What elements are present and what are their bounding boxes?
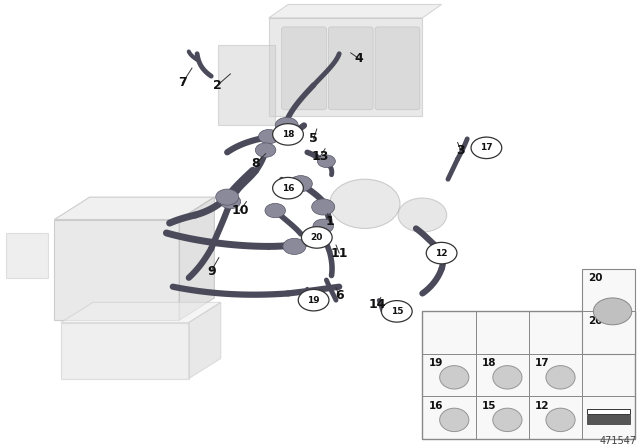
Text: 14: 14 <box>369 298 387 311</box>
Circle shape <box>220 194 241 209</box>
Circle shape <box>298 289 329 311</box>
Circle shape <box>301 227 332 248</box>
Text: 3: 3 <box>456 143 465 157</box>
Circle shape <box>275 117 298 134</box>
Text: 471547: 471547 <box>600 436 637 446</box>
Text: 16: 16 <box>429 401 444 411</box>
Ellipse shape <box>493 408 522 431</box>
Circle shape <box>216 189 239 205</box>
Circle shape <box>273 177 303 199</box>
Ellipse shape <box>546 408 575 431</box>
Text: 8: 8 <box>252 157 260 170</box>
Circle shape <box>426 242 457 264</box>
Text: 7: 7 <box>178 76 187 90</box>
Ellipse shape <box>493 366 522 389</box>
Bar <box>422 311 635 439</box>
Text: 18: 18 <box>282 130 294 139</box>
Ellipse shape <box>440 408 469 431</box>
Text: 15: 15 <box>482 401 497 411</box>
Circle shape <box>259 129 279 144</box>
Text: 11: 11 <box>330 246 348 260</box>
Polygon shape <box>61 323 189 379</box>
Text: 4: 4 <box>354 52 363 65</box>
Polygon shape <box>189 302 221 379</box>
Polygon shape <box>269 4 442 18</box>
Text: 18: 18 <box>482 358 497 368</box>
Text: 12: 12 <box>435 249 448 258</box>
Text: 12: 12 <box>535 401 550 411</box>
Text: 13: 13 <box>311 150 329 164</box>
Circle shape <box>381 301 412 322</box>
Polygon shape <box>587 415 630 424</box>
Circle shape <box>313 219 333 233</box>
FancyBboxPatch shape <box>328 27 373 110</box>
Circle shape <box>265 203 285 218</box>
Polygon shape <box>218 45 275 125</box>
Text: 20: 20 <box>588 273 603 283</box>
Polygon shape <box>54 197 214 220</box>
Text: 19: 19 <box>307 296 320 305</box>
Text: 2: 2 <box>213 78 222 92</box>
Polygon shape <box>54 220 179 320</box>
Text: 19: 19 <box>429 358 443 368</box>
Polygon shape <box>179 197 214 320</box>
Polygon shape <box>61 302 221 323</box>
Circle shape <box>398 198 447 232</box>
Circle shape <box>273 124 303 145</box>
Circle shape <box>471 137 502 159</box>
Ellipse shape <box>440 366 469 389</box>
Text: 6: 6 <box>335 289 344 302</box>
Polygon shape <box>6 233 48 278</box>
Text: 10: 10 <box>231 204 249 217</box>
Polygon shape <box>587 409 630 414</box>
Bar <box>582 269 635 354</box>
Text: 5: 5 <box>309 132 318 146</box>
Circle shape <box>330 179 400 228</box>
Circle shape <box>317 155 335 168</box>
Circle shape <box>312 199 335 215</box>
Circle shape <box>593 298 632 325</box>
Text: 16: 16 <box>282 184 294 193</box>
Text: 9: 9 <box>207 264 216 278</box>
FancyBboxPatch shape <box>282 27 326 110</box>
Circle shape <box>255 143 276 157</box>
FancyBboxPatch shape <box>375 27 420 110</box>
Text: 20: 20 <box>310 233 323 242</box>
Text: 20: 20 <box>588 316 603 326</box>
Polygon shape <box>269 18 422 116</box>
Text: 17: 17 <box>480 143 493 152</box>
Text: 17: 17 <box>535 358 550 368</box>
Ellipse shape <box>546 366 575 389</box>
Text: 15: 15 <box>390 307 403 316</box>
Text: 1: 1 <box>325 215 334 228</box>
Circle shape <box>289 176 312 192</box>
Circle shape <box>283 238 306 254</box>
